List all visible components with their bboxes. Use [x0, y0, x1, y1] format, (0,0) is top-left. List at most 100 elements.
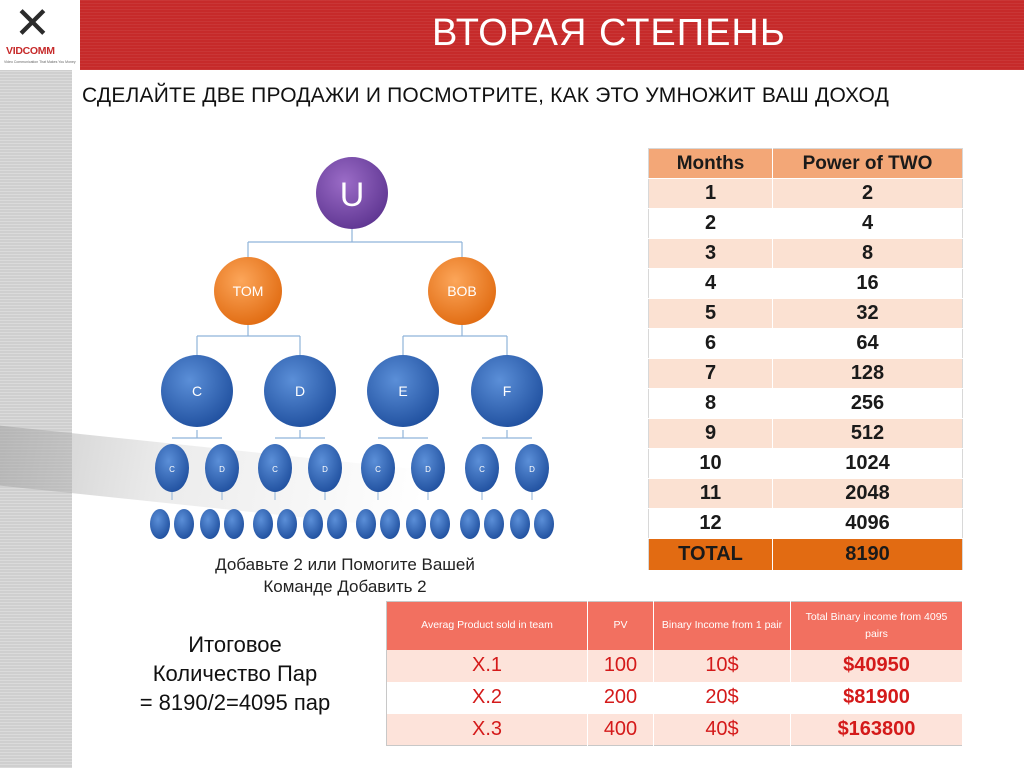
tree-level4-nodes [150, 509, 554, 539]
table-row: 12 4096 [648, 508, 963, 539]
income-per-pair-cell: 40$ [653, 713, 791, 746]
tree-node-l3-label: C [272, 465, 278, 474]
income-multiplier-cell: X.3 [386, 713, 588, 746]
month-cell: 1 [648, 178, 773, 209]
slide-header: ВТОРАЯ СТЕПЕНЬ [72, 0, 1024, 70]
logo-x-icon: ✕ [14, 0, 51, 49]
tree-node-l3-label: C [375, 465, 381, 474]
power-cell: 16 [772, 268, 963, 299]
tree-node-root-label: U [340, 176, 365, 214]
table-total-row: TOTAL 8190 [648, 538, 963, 571]
table-row: 10 1024 [648, 448, 963, 479]
table-row: 5 32 [648, 298, 963, 329]
logo-text: VIDCOMM [6, 45, 55, 57]
total-pairs-line2: Количество Пар [152, 661, 318, 686]
tree-caption-line1: Добавьте 2 или Помогите Вашей [215, 555, 475, 574]
tree-node-c [161, 355, 233, 427]
total-pairs-line1: Итоговое [188, 632, 282, 657]
binary-tree-diagram: U TOM BOB C D E F C D C D C D C [140, 150, 570, 550]
tree-node-l3-label: D [425, 465, 431, 474]
income-header-pv: PV [587, 601, 654, 650]
tree-level3-nodes: C D C D C D C D [155, 444, 549, 492]
power-cell: 2048 [772, 478, 963, 509]
month-cell: 3 [648, 238, 773, 269]
binary-income-table: Averag Product sold in team PV Binary In… [386, 601, 963, 746]
month-cell: 12 [648, 508, 773, 539]
tree-node-l3-label: C [169, 465, 175, 474]
table-row: 7 128 [648, 358, 963, 389]
tree-connectors [172, 228, 532, 439]
tree-node-f-label: F [503, 383, 512, 399]
table-row: 8 256 [648, 388, 963, 419]
month-cell: 11 [648, 478, 773, 509]
tree-node-e-label: E [398, 383, 407, 399]
tree-caption-line2: Команде Добавить 2 [263, 577, 427, 596]
tree-node-f [471, 355, 543, 427]
income-total-cell: $81900 [790, 681, 963, 714]
power-cell: 32 [772, 298, 963, 329]
month-cell: 8 [648, 388, 773, 419]
tree-node-e [367, 355, 439, 427]
power-cell: 128 [772, 358, 963, 389]
month-cell: 5 [648, 298, 773, 329]
power-cell: 512 [772, 418, 963, 449]
table-header-months: Months [648, 148, 773, 179]
table-row: 4 16 [648, 268, 963, 299]
tree-node-tom [214, 257, 282, 325]
income-header-per-pair: Binary Income from 1 pair [653, 601, 791, 650]
income-total-cell: $40950 [790, 649, 963, 682]
total-pairs-line3: = 8190/2=4095 пар [139, 690, 331, 715]
power-cell: 4 [772, 208, 963, 239]
total-pairs-text: Итоговое Количество Пар = 8190/2=4095 па… [100, 630, 370, 717]
total-label: TOTAL [648, 538, 773, 571]
tree-node-l3-label: D [219, 465, 225, 474]
power-cell: 1024 [772, 448, 963, 479]
tree-node-d-label: D [295, 383, 305, 399]
month-cell: 7 [648, 358, 773, 389]
power-cell: 4096 [772, 508, 963, 539]
tree-node-l3-label: D [322, 465, 328, 474]
company-logo: ✕ VIDCOMM Video Communication That Makes… [0, 0, 80, 70]
month-cell: 6 [648, 328, 773, 359]
table-row: X.2 200 20$ $81900 [386, 681, 963, 714]
tree-node-c-label: C [192, 383, 202, 399]
income-header-product: Averag Product sold in team [386, 601, 588, 650]
month-cell: 9 [648, 418, 773, 449]
power-cell: 8 [772, 238, 963, 269]
table-row: X.3 400 40$ $163800 [386, 713, 963, 746]
month-cell: 4 [648, 268, 773, 299]
income-per-pair-cell: 10$ [653, 649, 791, 682]
table-row: 11 2048 [648, 478, 963, 509]
income-pv-cell: 200 [587, 681, 654, 714]
tree-node-tom-label: TOM [233, 283, 264, 299]
income-total-cell: $163800 [790, 713, 963, 746]
power-cell: 256 [772, 388, 963, 419]
table-row: 6 64 [648, 328, 963, 359]
income-header-total: Total Binary income from 4095 pairs [790, 601, 963, 650]
slide-subtitle: СДЕЛАЙТЕ ДВЕ ПРОДАЖИ И ПОСМОТРИТЕ, КАК Э… [82, 84, 890, 107]
income-multiplier-cell: X.1 [386, 649, 588, 682]
logo-tagline: Video Communication That Makes You Money [4, 60, 76, 64]
table-row: X.1 100 10$ $40950 [386, 649, 963, 682]
income-multiplier-cell: X.2 [386, 681, 588, 714]
left-decorative-strip [0, 70, 72, 768]
tree-node-bob-label: BOB [447, 283, 477, 299]
table-header-power: Power of TWO [772, 148, 963, 179]
tree-caption: Добавьте 2 или Помогите Вашей Команде До… [150, 554, 540, 598]
total-value: 8190 [772, 538, 963, 571]
slide-title: ВТОРАЯ СТЕПЕНЬ [432, 12, 786, 54]
power-cell: 64 [772, 328, 963, 359]
income-pv-cell: 100 [587, 649, 654, 682]
tree-node-l3-label: C [479, 465, 485, 474]
income-per-pair-cell: 20$ [653, 681, 791, 714]
power-cell: 2 [772, 178, 963, 209]
month-cell: 10 [648, 448, 773, 479]
tree-node-root [316, 157, 388, 229]
income-pv-cell: 400 [587, 713, 654, 746]
tree-node-d [264, 355, 336, 427]
table-row: 9 512 [648, 418, 963, 449]
